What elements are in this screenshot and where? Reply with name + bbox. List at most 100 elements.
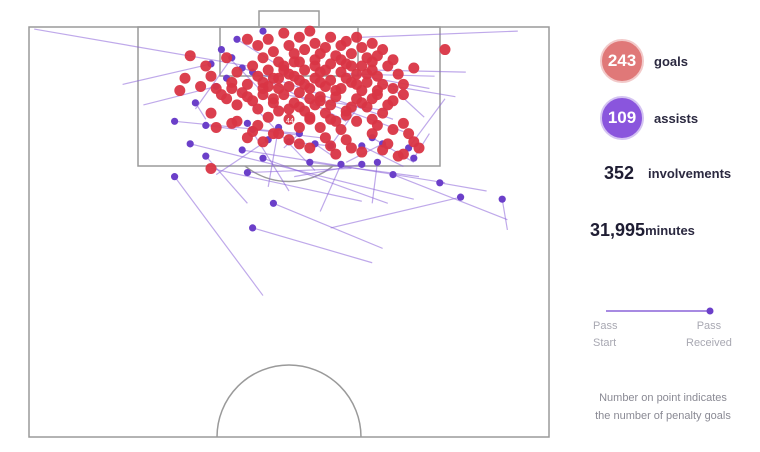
goal-point-156 [267, 93, 279, 105]
pass-line-5 [122, 63, 212, 85]
goal-point-21 [345, 48, 357, 60]
legend-note-line1: Number on point indicates [599, 392, 727, 404]
goal-point-96 [215, 89, 227, 101]
pass-line-26 [294, 163, 362, 178]
goal-point-94 [179, 72, 191, 84]
goal-point-162 [356, 97, 368, 109]
goal-point-139 [304, 83, 316, 94]
goal-point-140 [319, 64, 331, 76]
goal-point-7 [241, 33, 253, 45]
goal-point-4 [325, 31, 337, 43]
goal-point-153 [351, 78, 363, 90]
goal-point-147 [340, 72, 352, 84]
goal-point-8 [252, 39, 264, 51]
goal-point-159 [226, 83, 238, 94]
goal-point-100 [397, 89, 409, 101]
assist-point-24 [373, 158, 381, 166]
goal-point-16 [267, 46, 279, 58]
goal-point-170 [205, 162, 217, 174]
goal-frame [258, 10, 320, 28]
assist-point-33 [243, 168, 251, 177]
goal-point-99 [221, 52, 233, 64]
goal-point-164 [387, 83, 399, 94]
goal-point-92 [184, 50, 196, 62]
goal-point-31 [356, 60, 368, 72]
goal-point-93 [200, 60, 212, 72]
goal-point-166 [293, 74, 305, 86]
assist-point-37 [498, 195, 506, 203]
assists-stat: 109 assists [600, 96, 698, 140]
goal-point-35 [262, 64, 274, 76]
legend-pass-start-line2: Start [593, 337, 617, 349]
assist-point-28 [171, 117, 179, 125]
goal-point-135 [210, 121, 222, 133]
goal-point-146 [314, 76, 326, 88]
goal-points [174, 25, 451, 174]
goal-point-125 [293, 138, 305, 150]
goal-point-53 [241, 78, 253, 90]
goals-stat: 243 goals [600, 39, 688, 83]
goal-point-95 [195, 80, 207, 92]
goal-point-104 [397, 78, 409, 90]
goals-count-badge: 243 [600, 39, 644, 83]
legend-pass-received: Pass Received [686, 318, 732, 352]
goal-point-155 [283, 103, 295, 115]
goal-point-120 [304, 142, 316, 154]
pass-line-40 [174, 176, 264, 296]
goal-point-123 [226, 117, 238, 129]
goal-point-127 [330, 148, 342, 160]
goal-point-169 [309, 60, 321, 72]
pass-line-38 [501, 199, 508, 231]
pass-line-37 [330, 196, 461, 229]
goal-point-133 [403, 128, 415, 140]
goal-point-25 [257, 52, 269, 64]
goal-point-165 [304, 93, 316, 105]
goal-point-65 [293, 87, 305, 99]
legend-note: Number on point indicates the number of … [578, 389, 748, 425]
goal-point-157 [257, 76, 269, 88]
goal-point-152 [330, 85, 342, 97]
pass-line-39 [273, 202, 383, 249]
goal-point-18 [299, 44, 311, 56]
goal-point-136 [241, 132, 253, 144]
goal-point-10 [309, 37, 321, 49]
goal-point-130 [356, 146, 368, 158]
assist-point-40 [249, 224, 257, 232]
assist-point-22 [405, 144, 413, 152]
goal-point-3 [293, 31, 305, 43]
goal-point-84 [262, 111, 274, 123]
assist-point-29 [186, 140, 194, 148]
goal-point-149 [278, 60, 290, 72]
goal-point-13 [356, 42, 368, 53]
minutes-value: 31,995 [590, 220, 646, 240]
goal-point-88 [351, 115, 363, 127]
legend-pass-received-line2: Received [686, 337, 732, 349]
goal-point-128 [392, 150, 404, 162]
pass-line-25 [371, 162, 378, 204]
legend-pass-received-line1: Pass [696, 320, 722, 332]
assist-point-1 [233, 35, 241, 43]
goal-point-113 [387, 124, 399, 135]
assist-point-25 [358, 160, 366, 168]
goal-point-102 [377, 107, 389, 119]
goal-point-168 [283, 68, 295, 80]
assist-point-27 [306, 158, 314, 166]
goal-point-163 [371, 89, 383, 101]
goal-point-114 [397, 117, 409, 129]
goal-point-50 [361, 76, 373, 88]
goal-point-137 [231, 99, 243, 111]
pass-line-42 [210, 167, 362, 202]
assist-point-30 [202, 152, 210, 160]
goals-label: goals [654, 53, 688, 69]
goal-point-106 [205, 107, 217, 119]
goal-point-12 [335, 39, 347, 51]
pass-line-27 [319, 164, 342, 212]
pass-line-13 [252, 128, 321, 139]
goal-point-80 [273, 105, 285, 117]
goal-point-1 [304, 25, 316, 37]
pass-line-30 [190, 143, 414, 200]
goal-point-151 [314, 95, 326, 107]
minutes-stat: 31,995 minutes [590, 220, 695, 241]
goal-point-161 [340, 105, 352, 117]
